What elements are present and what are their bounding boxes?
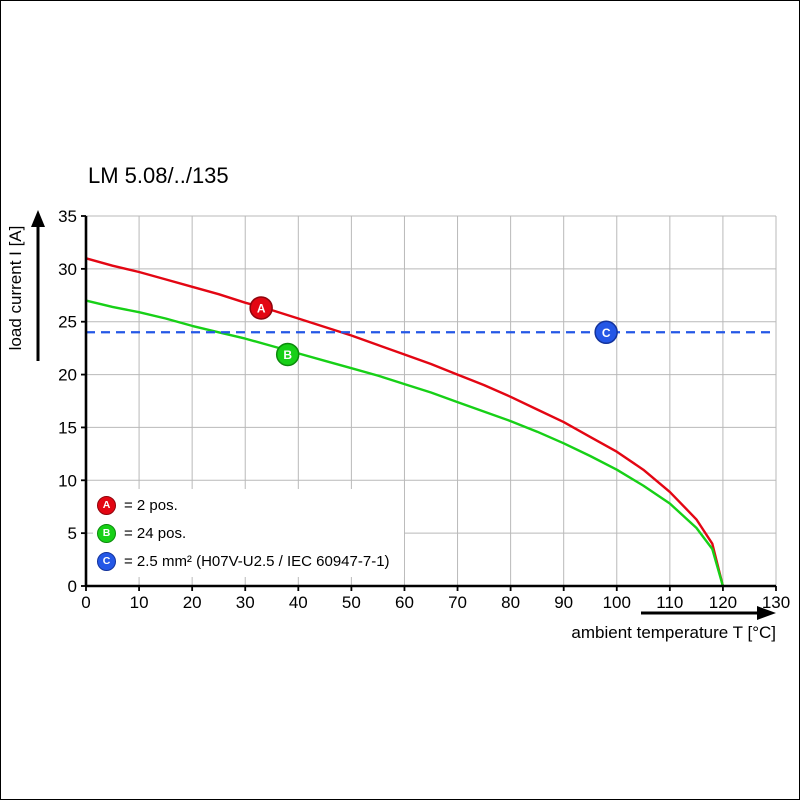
x-tick-label: 50 bbox=[342, 593, 361, 612]
svg-text:A: A bbox=[257, 301, 266, 315]
legend-text-B: = 24 pos. bbox=[124, 524, 187, 542]
curve-B bbox=[85, 299, 725, 587]
legend-row-A: A = 2 pos. bbox=[97, 491, 390, 519]
curve-markers: A B C bbox=[249, 296, 618, 367]
legend-row-B: B = 24 pos. bbox=[97, 519, 390, 547]
x-tick-label: 100 bbox=[603, 593, 631, 612]
x-tick-label: 0 bbox=[81, 593, 90, 612]
legend-marker-icon-A: A bbox=[97, 495, 116, 515]
x-axis-label: ambient temperature T [°C] bbox=[571, 623, 776, 642]
curve-A bbox=[85, 257, 725, 587]
svg-text:B: B bbox=[283, 348, 292, 362]
y-tick-labels: 0 5 10 15 20 25 30 35 bbox=[58, 207, 86, 596]
x-tick-label: 30 bbox=[236, 593, 255, 612]
axes bbox=[84, 216, 776, 588]
gridlines bbox=[86, 215, 777, 586]
x-tick-label: 110 bbox=[656, 593, 683, 612]
y-tick-label: 0 bbox=[68, 577, 77, 596]
legend-row-C: C = 2.5 mm² (H07V-U2.5 / IEC 60947-7-1) bbox=[97, 547, 390, 575]
legend-text-A: = 2 pos. bbox=[124, 496, 178, 514]
x-tick-label: 40 bbox=[289, 593, 308, 612]
x-tick-label: 130 bbox=[762, 593, 790, 612]
x-tick-labels: 0 10 20 30 40 50 60 70 80 90 100 110 120 130 bbox=[81, 586, 790, 612]
x-tick-label: 10 bbox=[130, 593, 149, 612]
y-tick-label: 30 bbox=[58, 260, 77, 279]
x-tick-label: 90 bbox=[554, 593, 573, 612]
legend-marker-icon-C: C bbox=[97, 551, 116, 571]
marker-C: C bbox=[594, 320, 618, 345]
x-tick-label: 120 bbox=[709, 593, 737, 612]
y-axis-label: load current I [A] bbox=[6, 226, 25, 351]
y-tick-label: 15 bbox=[58, 418, 77, 437]
y-tick-label: 5 bbox=[68, 524, 77, 543]
marker-A: A bbox=[249, 296, 273, 320]
x-tick-label: 60 bbox=[395, 593, 414, 612]
y-tick-label: 10 bbox=[58, 471, 77, 490]
curves bbox=[85, 257, 776, 587]
x-axis-arrow-icon bbox=[641, 606, 776, 620]
y-tick-label: 25 bbox=[58, 313, 77, 332]
legend-marker-icon-B: B bbox=[97, 523, 116, 543]
y-axis-arrow-icon bbox=[31, 210, 45, 361]
x-tick-label: 80 bbox=[501, 593, 520, 612]
x-tick-label: 20 bbox=[183, 593, 202, 612]
legend-text-C: = 2.5 mm² (H07V-U2.5 / IEC 60947-7-1) bbox=[124, 552, 390, 570]
y-tick-label: 35 bbox=[58, 207, 77, 226]
chart-title: LM 5.08/../135 bbox=[88, 163, 229, 188]
x-tick-label: 70 bbox=[448, 593, 467, 612]
legend: A = 2 pos. B = 24 pos. C = 2.5 mm² (H07V-U2.5… bbox=[93, 489, 404, 577]
svg-text:C: C bbox=[602, 326, 611, 340]
y-tick-label: 20 bbox=[58, 366, 77, 385]
marker-B: B bbox=[275, 342, 300, 367]
